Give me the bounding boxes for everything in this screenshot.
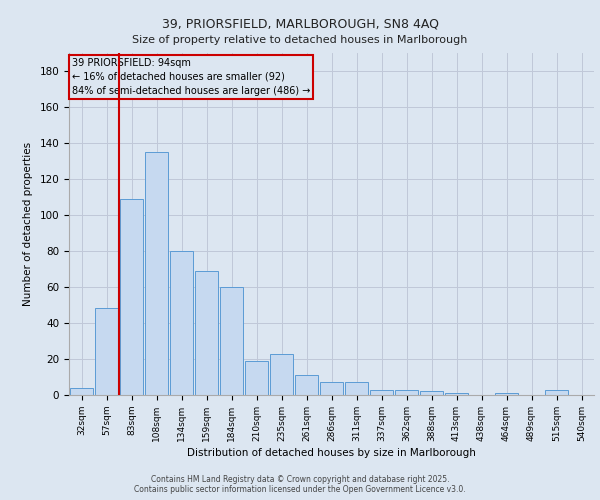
Bar [545, 390, 568, 395]
Text: Contains HM Land Registry data © Crown copyright and database right 2025.
Contai: Contains HM Land Registry data © Crown c… [134, 474, 466, 494]
X-axis label: Distribution of detached houses by size in Marlborough: Distribution of detached houses by size … [187, 448, 476, 458]
Bar [370, 390, 394, 395]
Text: 39, PRIORSFIELD, MARLBOROUGH, SN8 4AQ: 39, PRIORSFIELD, MARLBOROUGH, SN8 4AQ [161, 18, 439, 30]
Bar [344, 382, 368, 395]
Bar [494, 393, 518, 395]
Bar [119, 198, 143, 395]
Text: Size of property relative to detached houses in Marlborough: Size of property relative to detached ho… [133, 35, 467, 45]
Bar [95, 308, 118, 395]
Bar [445, 393, 469, 395]
Bar [70, 388, 94, 395]
Bar [145, 152, 169, 395]
Bar [220, 287, 244, 395]
Bar [419, 392, 443, 395]
Bar [194, 270, 218, 395]
Text: 39 PRIORSFIELD: 94sqm
← 16% of detached houses are smaller (92)
84% of semi-deta: 39 PRIORSFIELD: 94sqm ← 16% of detached … [71, 58, 310, 96]
Bar [269, 354, 293, 395]
Bar [245, 361, 268, 395]
Bar [295, 375, 319, 395]
Bar [320, 382, 343, 395]
Bar [170, 251, 193, 395]
Bar [395, 390, 418, 395]
Y-axis label: Number of detached properties: Number of detached properties [23, 142, 32, 306]
